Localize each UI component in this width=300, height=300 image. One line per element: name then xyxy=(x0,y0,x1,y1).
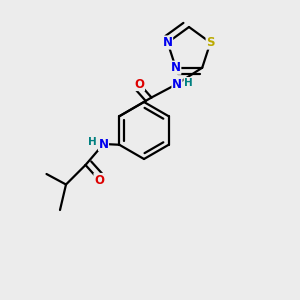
Text: N: N xyxy=(172,77,182,91)
Text: H: H xyxy=(184,77,193,88)
Text: N: N xyxy=(163,36,172,49)
Text: O: O xyxy=(94,173,104,187)
Text: S: S xyxy=(206,36,214,49)
Text: N: N xyxy=(98,137,109,151)
Text: H: H xyxy=(88,136,97,147)
Text: N: N xyxy=(171,61,181,74)
Text: O: O xyxy=(134,77,145,91)
